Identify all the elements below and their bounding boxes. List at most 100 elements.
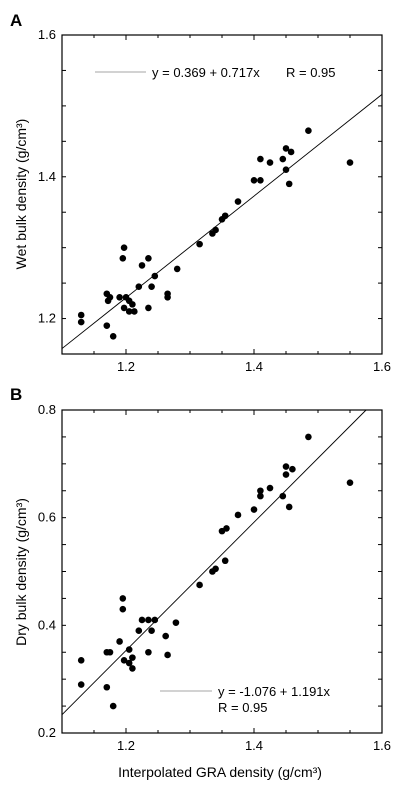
x-tick-label-a: 1.4 xyxy=(245,359,263,374)
data-point-a xyxy=(346,159,354,166)
data-point-b xyxy=(162,632,169,640)
data-point-b xyxy=(129,665,136,672)
data-point-b xyxy=(250,506,258,513)
y-tick-label-b: 0.8 xyxy=(38,402,56,417)
data-point-b xyxy=(145,648,152,656)
data-point-b xyxy=(279,492,287,500)
data-point-b xyxy=(125,659,133,667)
data-point-b xyxy=(129,654,136,661)
data-point-b xyxy=(212,565,219,573)
data-point-a xyxy=(145,254,152,262)
data-point-a xyxy=(145,304,152,312)
plot-frame-a xyxy=(61,34,383,355)
data-point-b xyxy=(266,484,274,492)
data-point-b xyxy=(120,657,128,664)
data-point-a xyxy=(138,262,146,269)
data-point-b xyxy=(164,651,171,659)
data-point-a xyxy=(77,318,85,326)
points-b xyxy=(77,433,354,710)
data-point-a xyxy=(287,148,295,156)
x-tick-label-a: 1.6 xyxy=(373,359,391,374)
y-tick-label-a: 1.6 xyxy=(38,27,56,42)
data-point-b xyxy=(234,511,242,519)
data-point-a xyxy=(234,198,242,205)
data-point-b xyxy=(151,616,159,624)
panel-label-a: A xyxy=(10,11,22,30)
panel-label-b: B xyxy=(10,385,22,404)
data-point-b xyxy=(116,638,123,645)
data-point-a xyxy=(116,293,123,301)
y-tick-label-a: 1.4 xyxy=(38,169,56,184)
ticks-a: 1.2 1.4 1.6 1.2 1.4 1.6 xyxy=(38,27,391,374)
equation-text-b: y = -1.076 + 1.191x xyxy=(218,684,331,699)
y-axis-label-a: Wet bulk density (g/cm³) xyxy=(13,119,29,270)
data-point-b xyxy=(77,657,85,664)
data-point-b xyxy=(257,487,264,495)
data-point-b xyxy=(119,605,127,613)
equation-text-a: y = 0.369 + 0.717x xyxy=(152,65,260,80)
data-point-b xyxy=(119,595,127,602)
data-point-b xyxy=(77,681,85,688)
data-point-a xyxy=(109,332,117,340)
x-tick-label-b: 1.4 xyxy=(245,738,263,753)
data-point-b xyxy=(285,503,293,511)
data-point-a xyxy=(221,212,229,220)
data-point-b xyxy=(257,492,264,500)
data-point-a xyxy=(282,166,290,173)
x-tick-label-a: 1.2 xyxy=(117,359,135,374)
data-point-a xyxy=(196,240,203,248)
data-point-a xyxy=(131,308,138,315)
data-point-b xyxy=(282,463,290,470)
data-point-a xyxy=(285,180,293,188)
ticks-b: 1.2 1.4 1.6 0.2 0.4 0.6 0.8 xyxy=(38,402,391,753)
data-point-b xyxy=(103,683,111,691)
data-point-a xyxy=(173,265,181,273)
data-point-b xyxy=(148,627,155,635)
data-point-b xyxy=(223,525,230,532)
data-point-b xyxy=(221,557,229,565)
data-point-a xyxy=(151,272,159,280)
points-a xyxy=(77,127,354,340)
x-tick-label-b: 1.6 xyxy=(373,738,391,753)
data-point-a xyxy=(305,127,312,134)
data-point-a xyxy=(129,301,136,308)
data-point-b xyxy=(106,648,114,656)
data-point-a xyxy=(148,283,155,290)
data-point-b xyxy=(135,627,143,635)
data-point-a xyxy=(164,290,171,298)
data-point-a xyxy=(119,254,127,262)
regression-line-b xyxy=(61,409,367,715)
data-point-b xyxy=(125,646,133,653)
data-point-b xyxy=(172,619,180,626)
data-point-a xyxy=(212,226,219,234)
panel-a: A 1.2 1.4 1.61.21.41.6 y = 0.369 + 0.717x … xyxy=(10,11,391,374)
data-point-a xyxy=(125,308,133,315)
data-point-a xyxy=(120,244,128,251)
y-axis-label-b: Dry bulk density (g/cm³) xyxy=(13,498,29,646)
data-point-a xyxy=(279,155,287,163)
data-point-b xyxy=(138,616,146,624)
data-point-b xyxy=(346,479,354,486)
data-point-a xyxy=(257,155,264,163)
x-tick-label-b: 1.2 xyxy=(117,738,135,753)
y-tick-label-b: 0.4 xyxy=(38,617,56,632)
data-point-b xyxy=(289,465,296,473)
data-point-a xyxy=(266,159,274,166)
data-point-a xyxy=(77,311,85,319)
y-tick-label-b: 0.2 xyxy=(38,725,56,740)
r-value-text-b: R = 0.95 xyxy=(218,700,268,715)
data-point-b xyxy=(282,471,290,478)
y-tick-label-b: 0.6 xyxy=(38,510,56,525)
data-point-b xyxy=(145,616,152,624)
y-tick-label-a: 1.2 xyxy=(38,311,56,326)
data-point-b xyxy=(305,433,312,441)
data-point-a xyxy=(106,293,114,301)
data-point-a xyxy=(282,145,290,152)
data-point-b xyxy=(196,581,203,589)
data-point-a xyxy=(120,304,128,312)
x-axis-label: Interpolated GRA density (g/cm³) xyxy=(118,764,322,780)
r-value-text-a: R = 0.95 xyxy=(286,65,336,80)
data-point-a xyxy=(135,283,143,290)
data-point-a xyxy=(103,322,111,329)
